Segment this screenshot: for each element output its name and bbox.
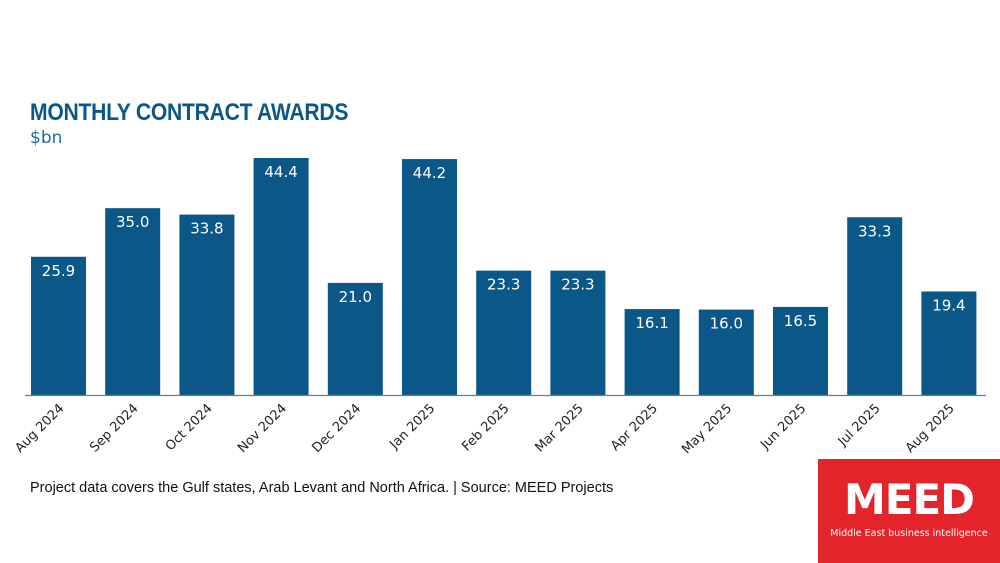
- data-label: 33.8: [190, 220, 223, 238]
- data-label: 19.4: [932, 296, 965, 314]
- data-label: 16.0: [710, 315, 743, 333]
- x-tick-label: Dec 2024: [309, 401, 364, 456]
- bar-sep-2024: [105, 208, 161, 395]
- bar-feb-2025: [476, 270, 532, 395]
- data-label: 44.4: [264, 163, 297, 181]
- x-tick-labels: Aug 2024 Sep 2024 Oct 2024 Nov 2024 Dec 2024…: [12, 401, 957, 457]
- bars-group: 25.9 35.0 33.8 44.4 21.0 44.2 23.3 23.3 16.1 16.0…: [31, 158, 977, 395]
- bar-jun-2025: [773, 306, 828, 395]
- footnote-source: Project data covers the Gulf states, Ara…: [30, 480, 614, 496]
- bar-mar-2025: [550, 270, 606, 395]
- x-tick-label: Jan 2025: [387, 401, 439, 453]
- data-label: 21.0: [339, 288, 372, 306]
- bar-jul-2025: [847, 217, 903, 395]
- x-tick-label: Aug 2025: [903, 401, 958, 456]
- x-tick-label: Apr 2025: [608, 401, 661, 454]
- x-tick-label: May 2025: [679, 401, 735, 457]
- meed-logo: MEED Middle East business intelligence: [818, 459, 1000, 563]
- x-tick-label: Nov 2024: [235, 401, 290, 456]
- bar-apr-2025: [624, 309, 680, 395]
- data-label: 16.1: [635, 314, 668, 332]
- x-tick-label: Aug 2024: [12, 401, 67, 456]
- logo-tagline: Middle East business intelligence: [830, 528, 988, 539]
- chart-unit-label: $bn: [30, 128, 63, 148]
- bar-may-2025: [698, 309, 754, 395]
- data-label: 44.2: [413, 164, 446, 182]
- bar-aug-2024: [31, 256, 86, 395]
- data-label: 23.3: [561, 276, 594, 294]
- bar-jan-2025: [402, 159, 457, 395]
- logo-wordmark: MEED: [843, 475, 975, 524]
- data-label: 33.3: [858, 222, 891, 240]
- bar-dec-2024: [327, 282, 383, 395]
- bar-aug-2025: [921, 291, 977, 395]
- data-label: 23.3: [487, 276, 520, 294]
- x-tick-label: Mar 2025: [532, 401, 586, 455]
- x-tick-label: Feb 2025: [459, 401, 512, 454]
- x-tick-label: Jun 2025: [757, 401, 809, 453]
- chart-title: MONTHLY CONTRACT AWARDS: [30, 99, 349, 126]
- x-tick-label: Oct 2024: [163, 401, 216, 454]
- x-tick-label: Sep 2024: [87, 401, 141, 455]
- data-label: 16.5: [784, 312, 817, 330]
- x-tick-label: Jul 2025: [835, 401, 884, 450]
- data-label: 35.0: [116, 213, 149, 231]
- data-label: 25.9: [42, 262, 75, 280]
- bar-oct-2024: [179, 214, 235, 395]
- bar-nov-2024: [253, 158, 309, 395]
